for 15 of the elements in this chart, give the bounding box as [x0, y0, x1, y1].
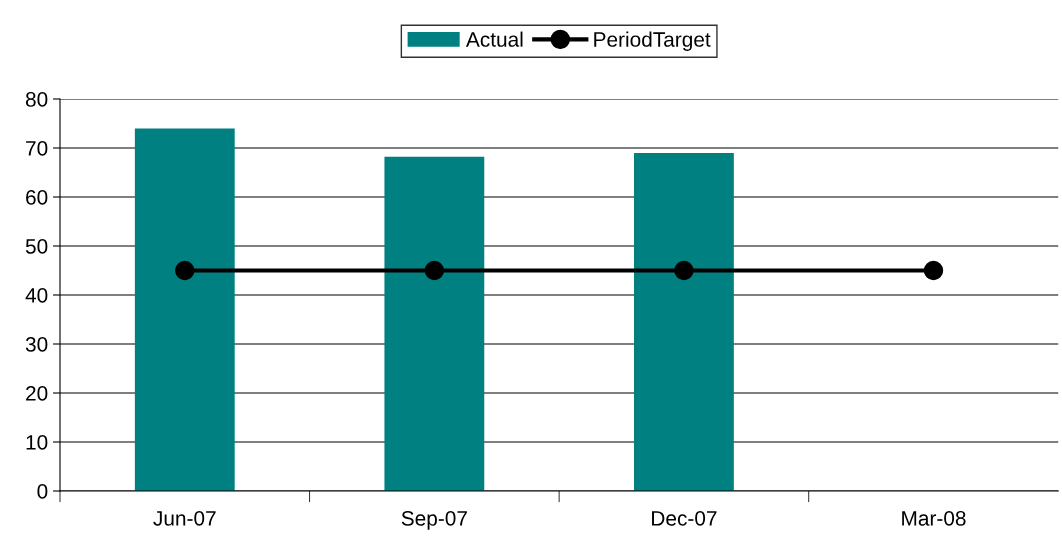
y-tick-label: 30	[25, 337, 48, 352]
legend-label: Actual	[465, 31, 523, 47]
y-tick-label: 10	[26, 435, 48, 450]
y-tick-label: 20	[26, 386, 48, 401]
y-tick-label: 40	[25, 288, 48, 303]
y-tick-label: 0	[37, 484, 48, 499]
x-tick-label: Jun-07	[153, 510, 216, 526]
y-tick-label: 70	[26, 141, 48, 156]
y-tick-label: 60	[26, 190, 48, 205]
y-tick-label: 80	[25, 92, 48, 107]
x-tick-label: Mar-08	[902, 510, 966, 526]
y-tick-label: 50	[25, 239, 48, 254]
legend-label: PeriodTarget	[594, 31, 711, 51]
x-tick-label: Sep-07	[401, 510, 467, 530]
x-tick-label: Dec-07	[652, 510, 717, 526]
